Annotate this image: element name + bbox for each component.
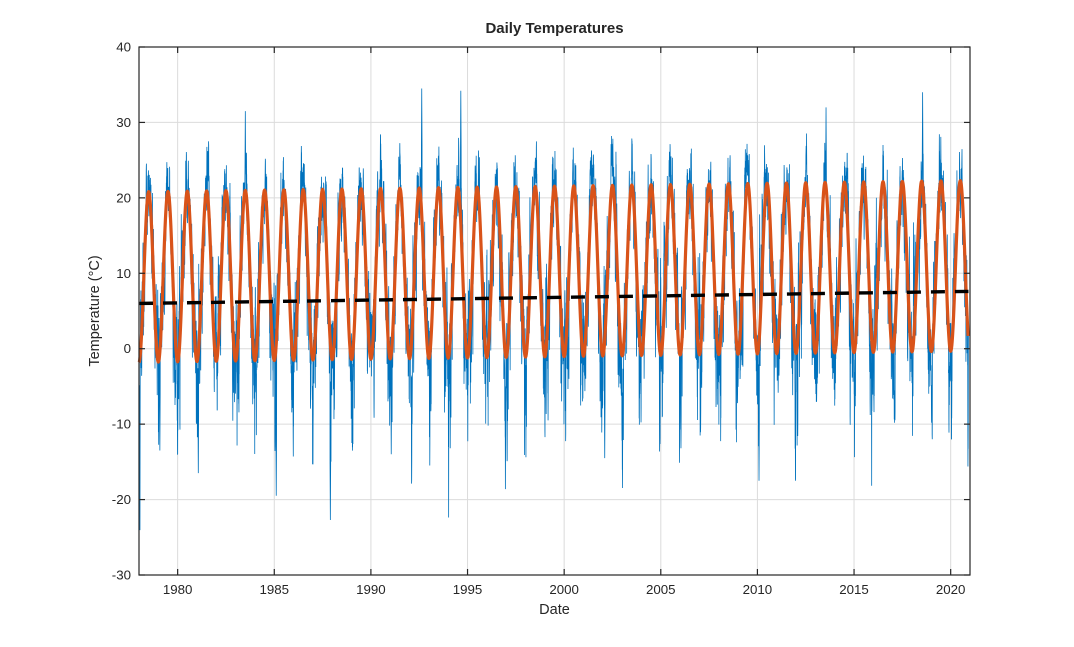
seasonal-series-line xyxy=(137,179,970,364)
y-tick-label: -30 xyxy=(112,568,131,583)
y-tick-label: 20 xyxy=(116,190,131,205)
x-tick-label: 1985 xyxy=(259,582,289,597)
chart-title: Daily Temperatures xyxy=(485,20,624,37)
x-tick-label: 1990 xyxy=(356,582,386,597)
x-tick-label: 2015 xyxy=(839,582,869,597)
trend-series-line xyxy=(138,289,969,306)
x-axis-label: Date xyxy=(539,602,570,618)
plot-border xyxy=(138,46,971,576)
x-tick-label: 2000 xyxy=(549,582,579,597)
y-tick-label: -20 xyxy=(112,492,131,507)
x-tick-label: 2005 xyxy=(646,582,676,597)
daily-series-line xyxy=(138,88,969,531)
y-tick-label: -10 xyxy=(112,417,131,432)
x-tick-label: 2020 xyxy=(936,582,966,597)
x-tick-label: 1995 xyxy=(453,582,483,597)
y-tick-label: 30 xyxy=(116,115,131,130)
y-tick-label: 40 xyxy=(116,40,131,55)
x-tick-label: 1980 xyxy=(163,582,193,597)
y-axis-label: Temperature (°C) xyxy=(87,255,103,367)
x-tick-label: 2010 xyxy=(743,582,773,597)
y-tick-label: 0 xyxy=(124,341,131,356)
y-tick-label: 10 xyxy=(116,266,131,281)
